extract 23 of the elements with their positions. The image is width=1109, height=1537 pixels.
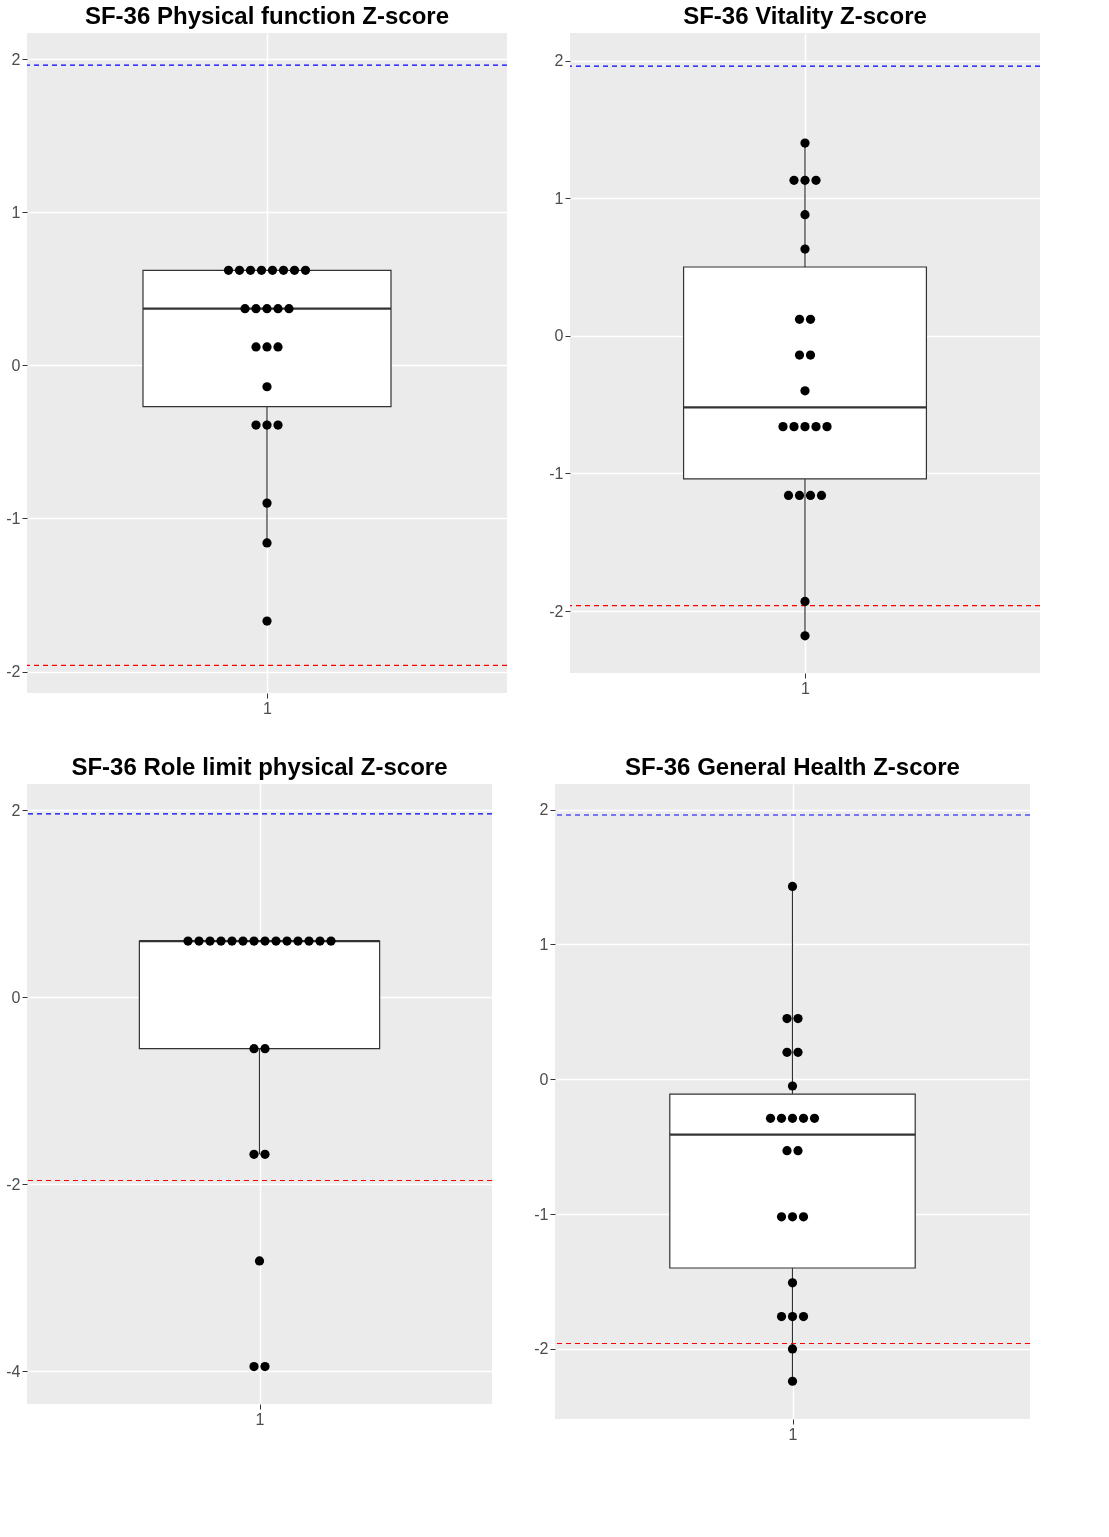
y-tick-label: -1	[549, 464, 564, 482]
y-tick-label: 2	[539, 801, 549, 819]
y-tick-label: -2	[6, 663, 21, 681]
y-tick-label: -4	[6, 1362, 21, 1380]
y-tick-label: 2	[11, 801, 21, 819]
y-tick-label: 2	[11, 50, 21, 68]
y-tick-label: 0	[554, 327, 564, 345]
y-tick-label: 2	[554, 52, 564, 70]
y-tick-label: 0	[11, 356, 21, 374]
y-tick-label: -1	[6, 509, 21, 527]
y-tick-label: 0	[11, 988, 21, 1006]
chart-title: SF-36 General Health Z-score	[625, 753, 960, 780]
y-tick-label: -1	[534, 1205, 549, 1223]
y-tick-label: 0	[539, 1070, 549, 1088]
y-tick-label: 1	[539, 935, 549, 953]
y-tick-label: -2	[549, 602, 564, 620]
chart-title: SF-36 Physical function Z-score	[84, 2, 450, 29]
y-tick-label: -2	[534, 1340, 549, 1358]
y-tick-label: 1	[11, 203, 21, 221]
y-tick-label: -2	[6, 1175, 21, 1193]
chart-title: SF-36 Role limit physical Z-score	[71, 753, 448, 780]
chart-title: SF-36 Vitality Z-score	[683, 2, 927, 29]
y-tick-label: 1	[554, 189, 564, 207]
